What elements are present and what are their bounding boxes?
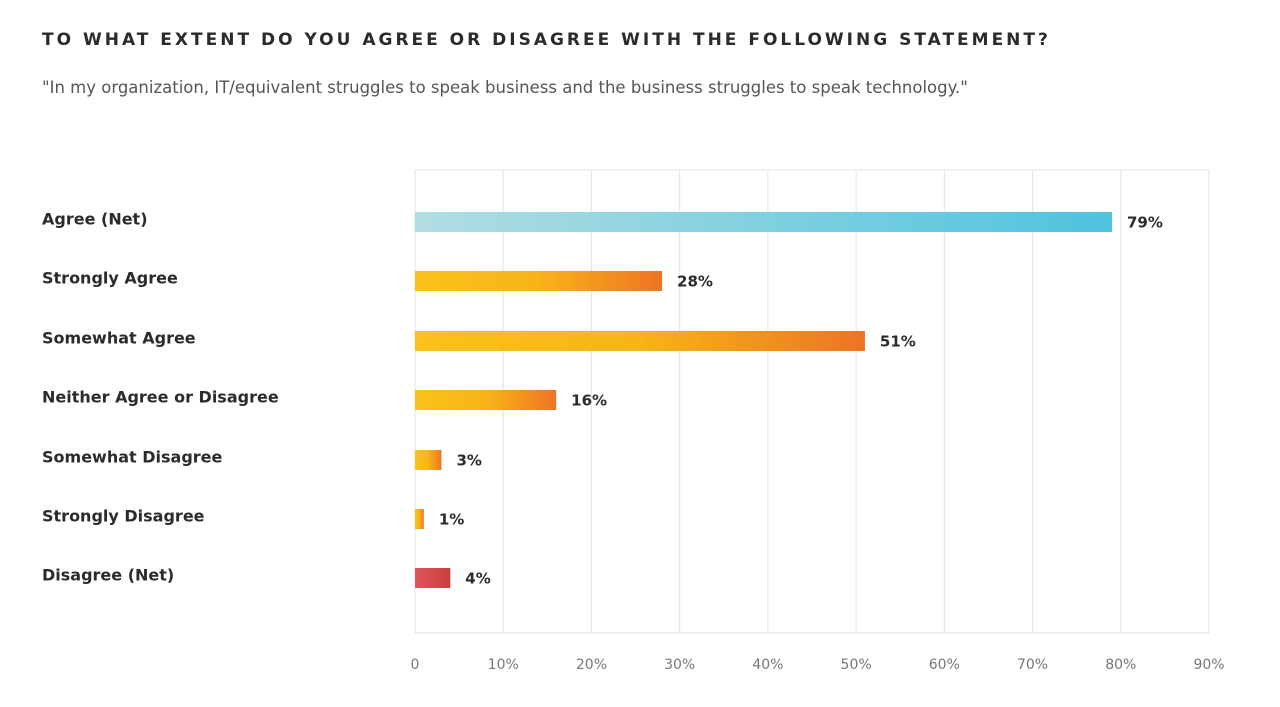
category-label: Disagree (Net) <box>42 566 174 585</box>
x-tick-label: 90% <box>1193 657 1224 673</box>
x-tick-label: 70% <box>1017 657 1048 673</box>
value-label: 16% <box>571 392 607 410</box>
chart-subtitle: "In my organization, IT/equivalent strug… <box>42 78 968 97</box>
value-label: 79% <box>1127 214 1163 232</box>
x-tick-label: 60% <box>929 657 960 673</box>
x-tick-label: 40% <box>752 657 783 673</box>
bar-4 <box>415 450 442 470</box>
bar-3 <box>415 390 557 410</box>
x-tick-label: 20% <box>576 657 607 673</box>
bar-0 <box>415 212 1112 232</box>
value-label: 28% <box>677 273 713 291</box>
category-label: Agree (Net) <box>42 210 148 229</box>
category-label: Somewhat Disagree <box>42 448 223 467</box>
chart-title: TO WHAT EXTENT DO YOU AGREE OR DISAGREE … <box>42 30 1051 50</box>
bar-1 <box>415 271 663 291</box>
bars <box>415 212 1112 588</box>
value-label: 3% <box>456 452 481 470</box>
category-label: Neither Agree or Disagree <box>42 388 279 407</box>
bar-5 <box>415 509 424 529</box>
x-tick-label: 30% <box>664 657 695 673</box>
x-tick-label: 80% <box>1105 657 1136 673</box>
bar-6 <box>415 568 451 588</box>
x-tick-label: 50% <box>841 657 872 673</box>
x-tick-label: 10% <box>488 657 519 673</box>
gridlines <box>414 169 1210 634</box>
labels: 0 10% 20% 30% 40% 50% 60% 70% 80% 90% Agree (Net) 7… <box>42 210 1225 674</box>
value-label: 1% <box>439 511 464 529</box>
category-label: Strongly Disagree <box>42 507 205 526</box>
bar-2 <box>415 331 865 351</box>
x-tick-label: 0 <box>411 657 420 673</box>
category-label: Strongly Agree <box>42 269 178 288</box>
value-label: 4% <box>465 570 490 588</box>
value-label: 51% <box>880 333 916 351</box>
category-label: Somewhat Agree <box>42 329 196 348</box>
